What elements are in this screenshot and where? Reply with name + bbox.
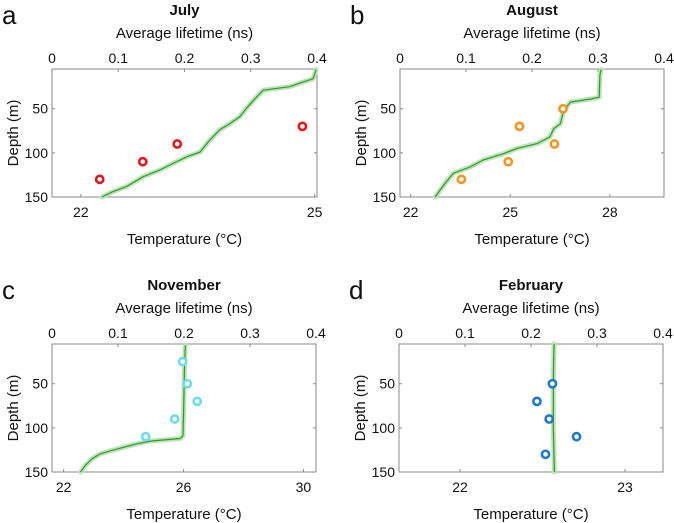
top-axis-label: Average lifetime (ns) xyxy=(462,300,599,317)
y-tick-label: 50 xyxy=(380,101,396,117)
top-tick-label: 0.2 xyxy=(175,50,195,66)
top-tick-label: 0.2 xyxy=(174,325,194,341)
top-tick-label: 0.2 xyxy=(522,50,542,66)
y-axis-label: Depth (m) xyxy=(5,375,22,442)
plot-area xyxy=(399,68,665,198)
bottom-axis-label: Temperature (°C) xyxy=(473,506,588,523)
y-axis-label: Depth (m) xyxy=(352,375,369,442)
bottom-tick-label: 22 xyxy=(56,479,72,495)
panel-july: a July Average lifetime (ns) Temperature (°… xyxy=(2,0,327,248)
top-tick-label: 0.4 xyxy=(654,50,674,66)
top-axis-label: Average lifetime (ns) xyxy=(115,300,252,317)
top-axis-label: Average lifetime (ns) xyxy=(116,25,253,42)
temperature-profile-line xyxy=(101,69,317,198)
lifetime-data-point xyxy=(544,414,555,424)
lifetime-data-point xyxy=(532,396,542,407)
top-tick-label: 0 xyxy=(48,325,56,341)
plot-area xyxy=(398,343,664,473)
chart-title: August xyxy=(506,2,558,19)
bottom-tick-label: 22 xyxy=(403,204,419,220)
y-axis-label: Depth (m) xyxy=(5,100,22,167)
top-tick-label: 0.3 xyxy=(241,50,261,66)
y-tick-label: 100 xyxy=(373,145,397,161)
y-tick-label: 50 xyxy=(32,101,48,117)
lifetime-data-point xyxy=(514,121,525,132)
y-tick-label: 100 xyxy=(25,420,49,436)
panel-february: d February Average lifetime (ns) Temperatur… xyxy=(349,275,673,523)
panel-letter: d xyxy=(349,275,363,305)
panel-letter: a xyxy=(2,0,17,30)
y-tick-label: 50 xyxy=(379,376,395,392)
bottom-tick-label: 25 xyxy=(307,204,323,220)
y-tick-label: 150 xyxy=(25,464,49,480)
y-tick-label: 100 xyxy=(25,145,49,161)
temperature-profile-line xyxy=(434,69,602,198)
temperature-profile-line xyxy=(80,345,186,473)
panel-letter: b xyxy=(350,0,364,30)
top-tick-label: 0.1 xyxy=(456,50,476,66)
lifetime-data-point xyxy=(558,103,568,114)
top-tick-label: 0.1 xyxy=(455,325,475,341)
top-tick-label: 0.1 xyxy=(108,325,128,341)
top-tick-label: 0.4 xyxy=(306,325,326,341)
lifetime-data-point xyxy=(137,156,148,167)
bottom-tick-label: 25 xyxy=(502,204,518,220)
bottom-tick-label: 26 xyxy=(176,479,192,495)
y-axis-label: Depth (m) xyxy=(353,100,370,167)
bottom-tick-label: 30 xyxy=(296,479,312,495)
lifetime-data-point xyxy=(456,174,467,185)
bottom-tick-label: 22 xyxy=(73,204,89,220)
lifetime-data-point xyxy=(192,396,203,407)
lifetime-data-point xyxy=(549,139,560,149)
top-tick-label: 0.3 xyxy=(587,325,607,341)
lifetime-data-point xyxy=(571,431,582,442)
lifetime-data-point xyxy=(182,378,193,389)
chart-title: February xyxy=(499,277,564,294)
lifetime-data-point xyxy=(94,174,105,185)
top-tick-label: 0.4 xyxy=(307,50,327,66)
chart-title: July xyxy=(169,2,200,19)
lifetime-data-point xyxy=(140,431,151,442)
bottom-axis-label: Temperature (°C) xyxy=(127,231,242,248)
lifetime-data-point xyxy=(172,139,183,149)
lifetime-data-point xyxy=(503,156,514,167)
top-tick-label: 0.2 xyxy=(521,325,541,341)
y-tick-label: 150 xyxy=(25,189,49,205)
y-tick-label: 150 xyxy=(373,189,397,205)
top-tick-label: 0.1 xyxy=(109,50,129,66)
top-tick-label: 0 xyxy=(48,50,56,66)
top-tick-label: 0.3 xyxy=(240,325,260,341)
panel-november: c November Average lifetime (ns) Temperatur… xyxy=(2,275,326,523)
top-tick-label: 0.4 xyxy=(653,325,673,341)
top-axis-label: Average lifetime (ns) xyxy=(463,25,600,42)
y-tick-label: 150 xyxy=(372,464,396,480)
y-tick-label: 100 xyxy=(372,420,396,436)
bottom-tick-label: 22 xyxy=(452,479,468,495)
y-tick-label: 50 xyxy=(32,376,48,392)
bottom-axis-label: Temperature (°C) xyxy=(474,231,589,248)
lifetime-data-point xyxy=(297,121,308,132)
bottom-tick-label: 23 xyxy=(617,479,633,495)
lifetime-data-point xyxy=(177,356,188,367)
panel-august: b August Average lifetime (ns) Temperature … xyxy=(350,0,674,248)
lifetime-data-point xyxy=(547,378,558,389)
bottom-axis-label: Temperature (°C) xyxy=(126,506,241,523)
panel-letter: c xyxy=(2,275,15,305)
top-tick-label: 0 xyxy=(395,325,403,341)
top-tick-label: 0 xyxy=(396,50,404,66)
top-tick-label: 0.3 xyxy=(588,50,608,66)
temperature-profile-line xyxy=(552,343,555,473)
chart-title: November xyxy=(147,277,221,294)
lifetime-data-point xyxy=(540,449,551,460)
bottom-tick-label: 28 xyxy=(602,204,618,220)
lifetime-data-point xyxy=(169,414,180,424)
